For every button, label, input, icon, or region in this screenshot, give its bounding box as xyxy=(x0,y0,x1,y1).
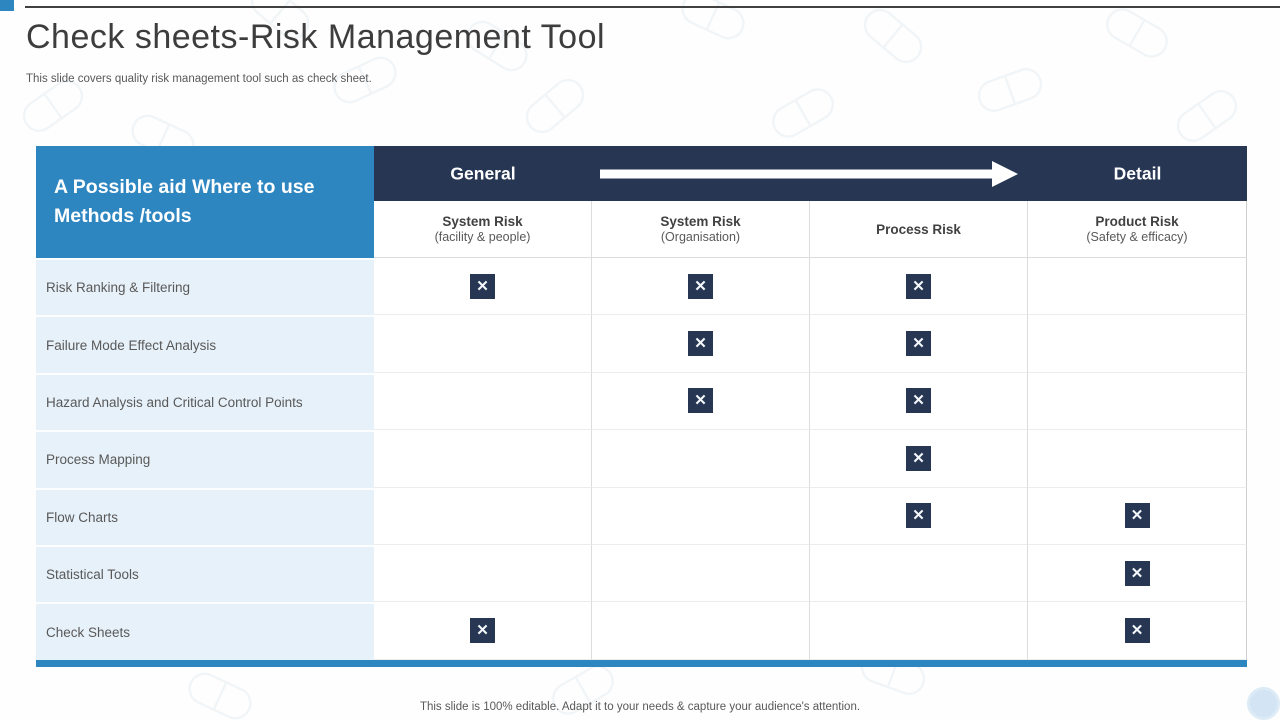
table-cell xyxy=(592,430,810,488)
table-cell xyxy=(374,430,592,488)
table-cell xyxy=(810,544,1028,603)
top-left-accent-square xyxy=(0,0,14,11)
pill-capsule-icon xyxy=(1098,0,1177,66)
table-cell xyxy=(1028,258,1247,316)
table-cell: ✕ xyxy=(810,258,1028,316)
x-mark-icon: ✕ xyxy=(906,445,931,471)
x-mark-icon: ✕ xyxy=(1124,560,1150,586)
table-cell xyxy=(1028,430,1247,488)
table-cell xyxy=(374,372,592,431)
table-cell: ✕ xyxy=(1028,544,1247,603)
x-mark-icon: ✕ xyxy=(906,503,931,529)
table-cell xyxy=(810,602,1028,660)
x-mark-icon: ✕ xyxy=(470,618,495,644)
table-cell: ✕ xyxy=(592,258,810,316)
arrow-shaft xyxy=(600,169,993,178)
column-title: System Risk xyxy=(660,214,741,229)
row-label: Failure Mode Effect Analysis xyxy=(36,315,374,373)
table-cell: ✕ xyxy=(1028,602,1247,660)
table-cell: ✕ xyxy=(1028,487,1247,545)
x-mark-icon: ✕ xyxy=(688,388,713,414)
pill-capsule-icon xyxy=(544,657,623,723)
column-title: System Risk xyxy=(442,214,523,229)
footer-note: This slide is 100% editable. Adapt it to… xyxy=(419,701,861,713)
column-header-process-risk: Process Risk xyxy=(810,201,1028,258)
table-bottom-accent-bar xyxy=(36,659,1247,667)
column-title: Product Risk xyxy=(1095,214,1179,229)
table-cell: ✕ xyxy=(592,315,810,373)
x-mark-icon: ✕ xyxy=(688,273,713,299)
column-header-product-risk: Product Risk (Safety & efficacy) xyxy=(1028,201,1247,258)
column-subtitle: (Organisation) xyxy=(660,230,741,244)
table-cell xyxy=(374,487,592,545)
x-mark-icon: ✕ xyxy=(1124,618,1150,644)
table-cell xyxy=(592,487,810,545)
general-detail-scale-header: General Detail xyxy=(374,146,1247,201)
table-cell xyxy=(592,544,810,603)
pill-capsule-icon xyxy=(855,0,932,72)
x-mark-icon: ✕ xyxy=(470,273,495,299)
table-cell: ✕ xyxy=(810,487,1028,545)
table-cell xyxy=(1028,315,1247,373)
arrow-head xyxy=(992,160,1018,187)
column-header-system-risk-facility: System Risk (facility & people) xyxy=(374,201,592,258)
row-label: Risk Ranking & Filtering xyxy=(36,258,374,316)
table-cell: ✕ xyxy=(374,602,592,660)
x-mark-icon: ✕ xyxy=(1124,503,1150,529)
table-cell xyxy=(374,315,592,373)
row-label: Hazard Analysis and Critical Control Poi… xyxy=(36,372,374,431)
table-cell: ✕ xyxy=(810,372,1028,431)
row-label: Statistical Tools xyxy=(36,544,374,603)
table-cell: ✕ xyxy=(810,430,1028,488)
column-title: Process Risk xyxy=(876,221,961,237)
arrow-right-icon xyxy=(600,160,1018,188)
scale-label-general: General xyxy=(450,163,516,183)
x-mark-icon: ✕ xyxy=(688,331,713,357)
pill-capsule-icon xyxy=(181,665,260,727)
row-label: Process Mapping xyxy=(36,430,374,488)
column-header-system-risk-organisation: System Risk (Organisation) xyxy=(592,201,810,258)
pill-capsule-icon xyxy=(764,80,843,146)
top-rule xyxy=(25,6,1280,8)
x-mark-icon: ✕ xyxy=(906,273,931,299)
page-title: Check sheets-Risk Management Tool xyxy=(26,18,606,56)
scale-label-detail: Detail xyxy=(1113,163,1162,183)
row-label: Check Sheets xyxy=(36,602,374,660)
column-subtitle: (Safety & efficacy) xyxy=(1086,230,1188,244)
table-cell: ✕ xyxy=(374,258,592,316)
pill-capsule-icon xyxy=(517,70,594,143)
table-cell xyxy=(592,602,810,660)
table-cell: ✕ xyxy=(810,315,1028,373)
pill-capsule-icon xyxy=(1168,81,1246,151)
page-subtitle: This slide covers quality risk managemen… xyxy=(26,73,372,85)
x-mark-icon: ✕ xyxy=(906,331,931,357)
table-corner-header: A Possible aid Where to use Methods /too… xyxy=(36,146,374,258)
bottom-right-accent-circle xyxy=(1247,687,1280,720)
row-label: Flow Charts xyxy=(36,487,374,545)
pill-capsule-icon xyxy=(971,61,1049,119)
table-cell xyxy=(1028,372,1247,431)
risk-method-matrix-table: A Possible aid Where to use Methods /too… xyxy=(36,146,1247,667)
table-cell: ✕ xyxy=(592,372,810,431)
table-cell xyxy=(374,544,592,603)
x-mark-icon: ✕ xyxy=(906,388,931,414)
column-subtitle: (facility & people) xyxy=(434,230,531,244)
